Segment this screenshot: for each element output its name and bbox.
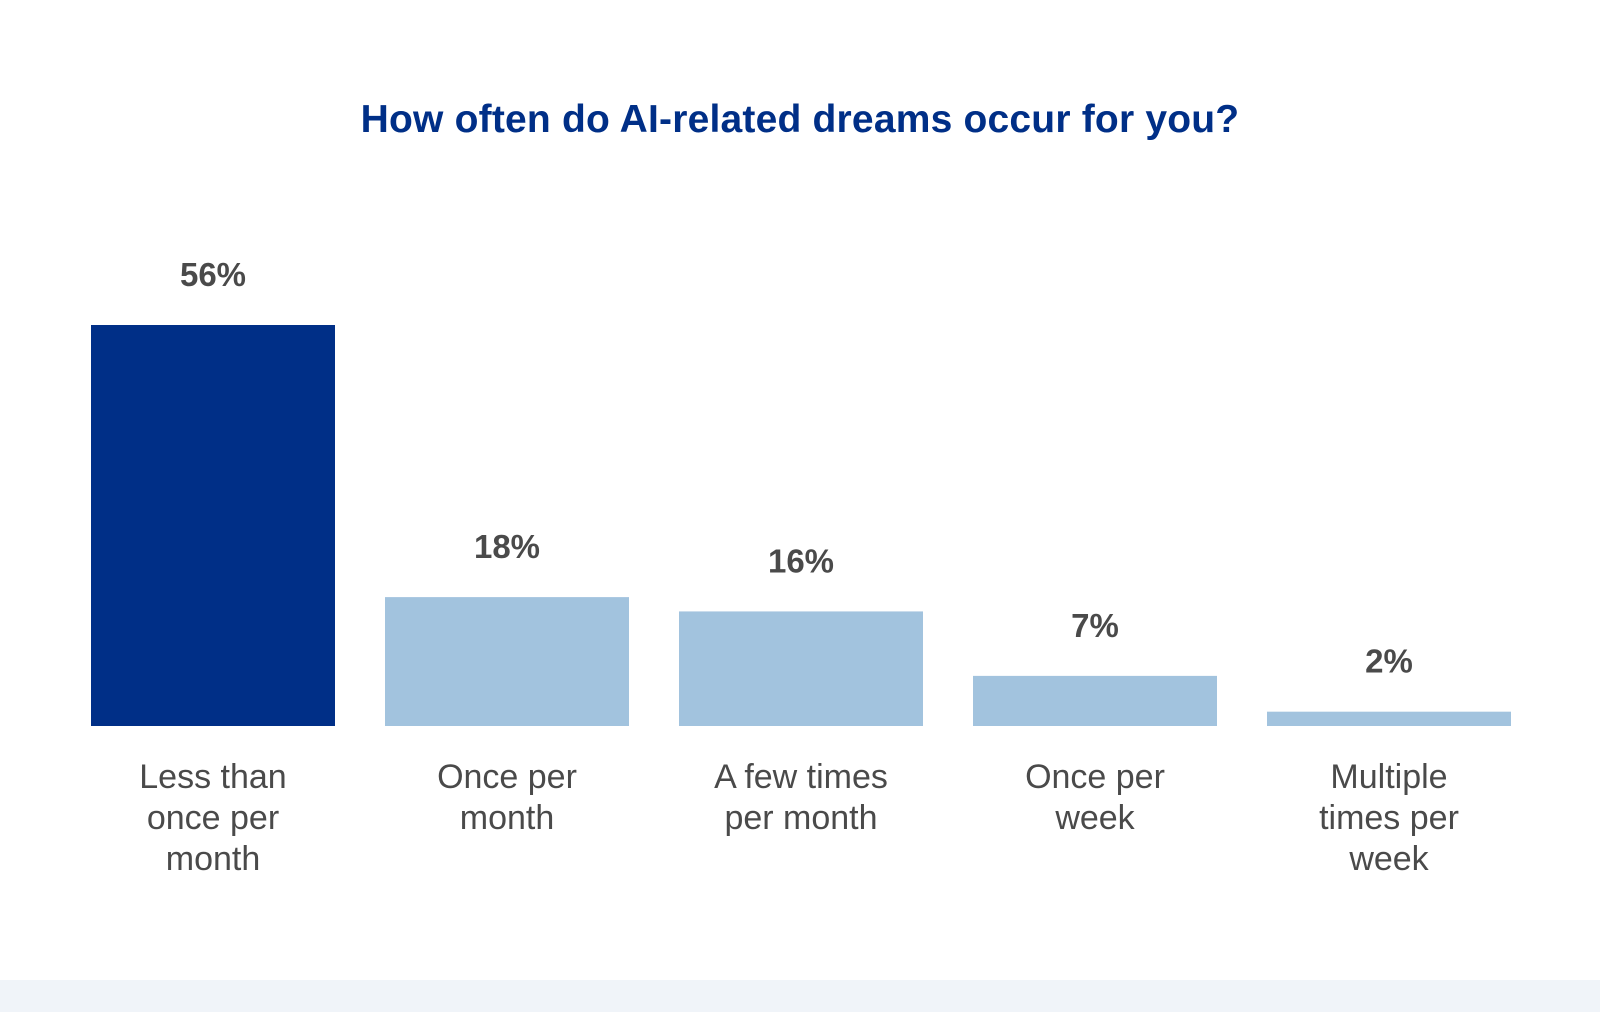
bar-3: [679, 611, 923, 726]
chart-title: How often do AI-related dreams occur for…: [360, 98, 1240, 141]
value-label-5: 2%: [1365, 643, 1413, 680]
category-label-1: Less than once per month: [139, 758, 286, 878]
bar-chart: 56% Less than once per month 18% Once per mont…: [91, 256, 1511, 878]
bar-4: [973, 675, 1217, 726]
category-label-2: Once per month: [437, 758, 577, 837]
category-label-5: Multiple times per week: [1319, 758, 1459, 878]
value-label-2: 18%: [474, 528, 540, 565]
value-label-4: 7%: [1071, 607, 1119, 644]
value-label-3: 16%: [768, 542, 834, 579]
category-label-3: A few times per month: [714, 758, 888, 837]
value-label-1: 56%: [180, 256, 246, 293]
bar-1: [91, 325, 335, 726]
bar-5: [1267, 711, 1511, 726]
footer-band: [0, 980, 1600, 1012]
category-label-4: Once per week: [1025, 758, 1165, 837]
bar-2: [385, 597, 629, 726]
